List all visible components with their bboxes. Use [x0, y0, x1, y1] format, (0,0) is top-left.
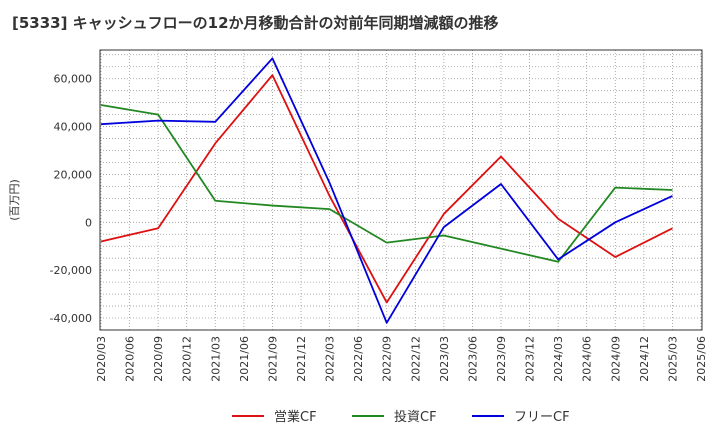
y-tick-labels: -40,000 -20,000 0 20,000 40,000 60,000 [50, 73, 92, 325]
series-line [100, 104, 673, 263]
plot-frame [99, 49, 703, 331]
x-tick-labels: 2020/03 2020/06 2020/09 2020/12 2021/03 2021/… [95, 336, 708, 382]
y-tick-label: 40,000 [54, 121, 93, 134]
x-tick-label: 2025/03 [666, 336, 679, 382]
x-tick-label: 2025/06 [695, 336, 708, 382]
x-tick-label: 2021/03 [209, 336, 222, 382]
x-tick-label: 2022/03 [324, 336, 337, 382]
y-tick-label: 20,000 [54, 168, 93, 181]
x-tick-label: 2024/09 [609, 336, 622, 382]
x-tick-label: 2022/06 [352, 336, 365, 382]
x-tick-label: 2022/12 [409, 336, 422, 382]
x-tick-label: 2021/06 [238, 336, 251, 382]
y-tick-label: -40,000 [50, 312, 92, 325]
x-tick-label: 2023/12 [524, 336, 537, 382]
y-axis-title: (百万円) [8, 179, 21, 221]
x-tick-label: 2024/03 [552, 336, 565, 382]
x-tick-label: 2023/06 [466, 336, 479, 382]
x-tick-label: 2022/09 [381, 336, 394, 382]
x-tick-label: 2021/12 [295, 336, 308, 382]
legend-label: 投資CF [394, 409, 437, 425]
chart-title: [5333] キャッシュフローの12か月移動合計の対前年同期増減額の推移 [12, 14, 499, 32]
legend-label: フリーCF [514, 410, 570, 425]
y-tick-label: 0 [85, 216, 92, 229]
x-tick-label: 2024/12 [638, 336, 651, 382]
x-tick-label: 2020/06 [124, 336, 137, 382]
x-tick-label: 2021/09 [266, 336, 279, 382]
legend-label: 営業CF [274, 409, 317, 425]
y-tick-label: 60,000 [54, 73, 93, 86]
x-tick-label: 2020/03 [95, 336, 108, 382]
x-tick-label: 2024/06 [581, 336, 594, 382]
x-tick-label: 2023/03 [438, 336, 451, 382]
grid-layer [100, 50, 702, 330]
y-tick-label: -20,000 [50, 264, 92, 277]
x-tick-label: 2023/09 [495, 336, 508, 382]
x-tick-label: 2020/12 [181, 336, 194, 382]
legend: 営業CF 投資CF フリーCF [232, 409, 570, 425]
x-tick-label: 2020/09 [152, 336, 165, 382]
series-layer [100, 57, 673, 324]
series-line [100, 57, 673, 324]
